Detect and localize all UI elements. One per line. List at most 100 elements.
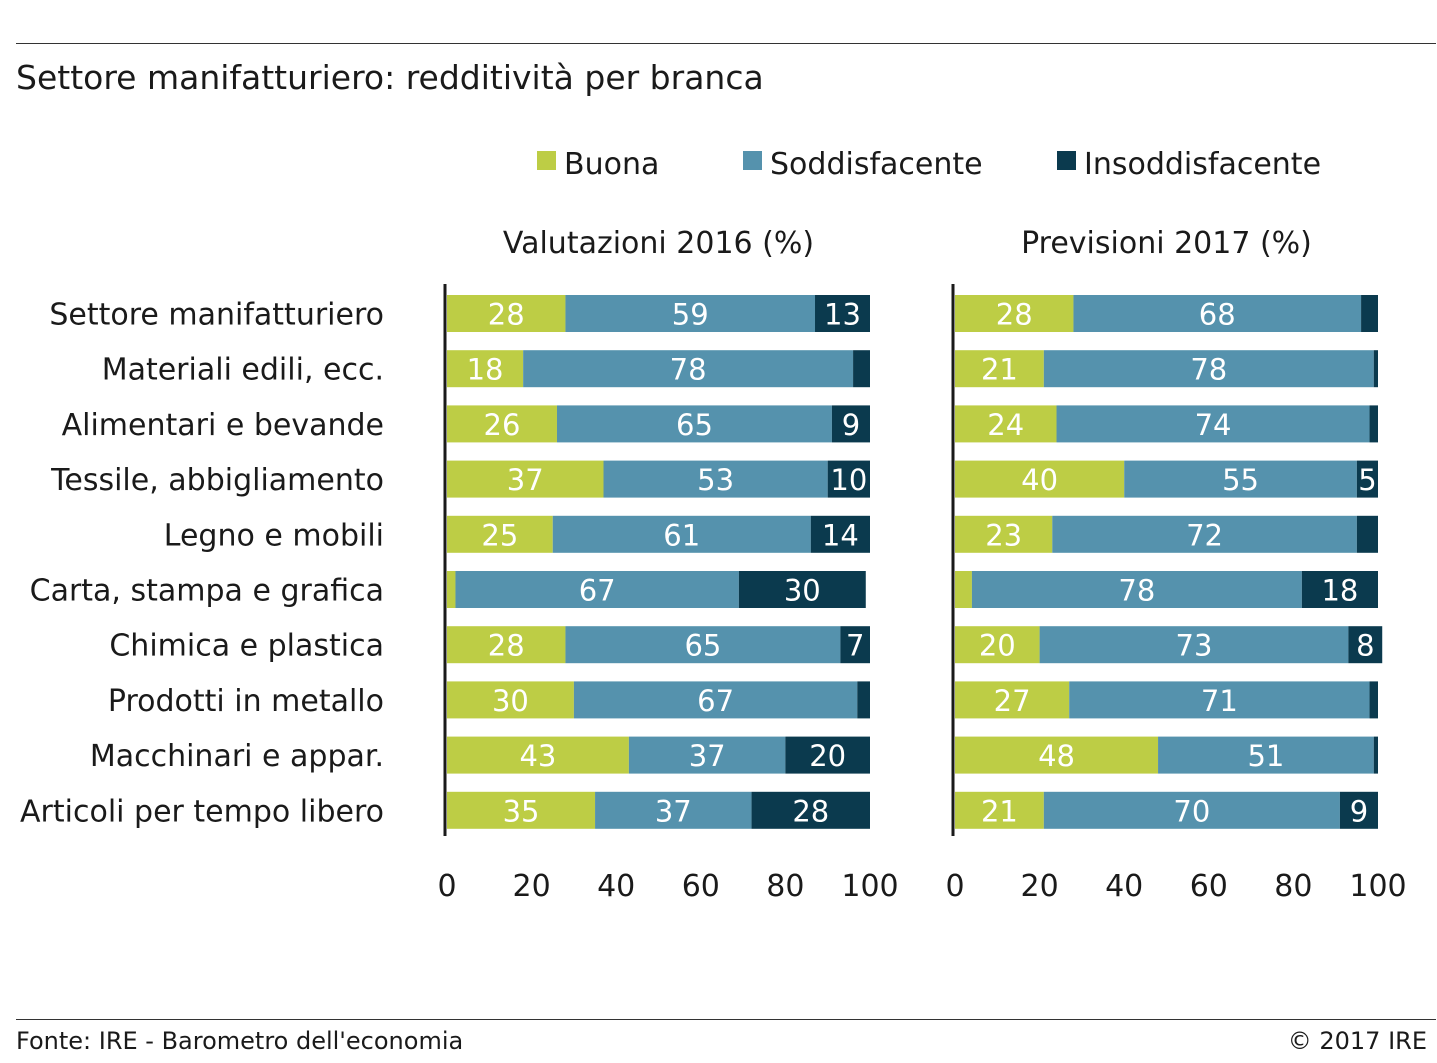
bar-value-label: 78: [1190, 353, 1227, 387]
bar-insoddisfacente-legno-e-mobili: [810, 515, 870, 553]
bar-insoddisfacente-materiali-edili-ecc: [853, 350, 870, 388]
bar-buona-macchinari-e-appar: [447, 736, 629, 774]
bar-value-label: 67: [579, 574, 616, 608]
bar-insoddisfacente-prodotti-in-metallo: [857, 681, 870, 719]
x-tick-label: 40: [1105, 869, 1143, 904]
bar-buona-prodotti-in-metallo: [447, 681, 574, 719]
bar-soddisfacente-tessile-abbigliamento: [603, 460, 828, 498]
bar-buona-settore-manifatturiero: [955, 295, 1074, 332]
category-label-macchinari-e-appar: Macchinari e appar.: [90, 739, 384, 774]
bar-value-label: 35: [503, 794, 540, 828]
bar-value-label: 23: [985, 518, 1022, 552]
bar-insoddisfacente-carta-stampa-e-grafica: [738, 571, 866, 608]
bar-soddisfacente-carta-stampa-e-grafica: [971, 571, 1302, 608]
legend-label-buona: Buona: [564, 147, 659, 182]
bar-value-label: 20: [809, 739, 846, 773]
legend: Buona Soddisfacente Insoddisfacente: [537, 147, 1321, 182]
bar-soddisfacente-legno-e-mobili: [1052, 515, 1357, 553]
x-tick-label: 20: [513, 869, 551, 904]
bar-value-label: 48: [1038, 739, 1075, 773]
bar-soddisfacente-chimica-e-plastica: [565, 626, 841, 664]
bar-value-label: 61: [663, 518, 700, 552]
bar-value-label: 78: [670, 353, 707, 387]
bar-value-label: 20: [979, 629, 1016, 663]
bar-soddisfacente-articoli-per-tempo-libero: [1043, 791, 1340, 829]
bar-insoddisfacente-macchinari-e-appar: [785, 736, 870, 774]
bar-insoddisfacente-materiali-edili-ecc: [1373, 350, 1378, 388]
bar-insoddisfacente-legno-e-mobili: [1356, 515, 1378, 553]
bar-value-label: 25: [481, 518, 518, 552]
category-label-articoli-per-tempo-libero: Articoli per tempo libero: [20, 794, 384, 829]
x-tick-label: 100: [841, 869, 898, 904]
bar-insoddisfacente-settore-manifatturiero: [815, 295, 870, 332]
bar-insoddisfacente-alimentari-e-bevande: [831, 405, 870, 443]
x-tick-label: 80: [766, 869, 804, 904]
bar-value-label: 10: [830, 463, 867, 497]
category-label-legno-e-mobili: Legno e mobili: [164, 518, 384, 553]
x-tick-label: 60: [682, 869, 720, 904]
legend-swatch-insoddisfacente: [1057, 151, 1076, 170]
bar-buona-carta-stampa-e-grafica: [955, 571, 972, 608]
bar-value-label: 21: [981, 794, 1018, 828]
bar-value-label: 7: [846, 629, 864, 663]
source-note: Fonte: IRE - Barometro dell'economia: [16, 1027, 464, 1055]
bar-value-label: 9: [1350, 794, 1368, 828]
bar-value-label: 27: [994, 684, 1031, 718]
category-label-alimentari-e-bevande: Alimentari e bevande: [62, 408, 384, 443]
category-label-prodotti-in-metallo: Prodotti in metallo: [108, 684, 384, 719]
bar-value-label: 28: [792, 794, 829, 828]
bar-buona-articoli-per-tempo-libero: [955, 791, 1044, 829]
bar-soddisfacente-legno-e-mobili: [552, 515, 811, 553]
bar-value-label: 74: [1195, 408, 1232, 442]
bar-value-label: 55: [1222, 463, 1259, 497]
bar-soddisfacente-alimentari-e-bevande: [556, 405, 832, 443]
bar-insoddisfacente-articoli-per-tempo-libero: [1339, 791, 1378, 829]
bar-buona-legno-e-mobili: [447, 515, 553, 553]
bar-soddisfacente-prodotti-in-metallo: [1069, 681, 1370, 719]
bar-value-label: 28: [996, 298, 1033, 332]
bar-buona-materiali-edili-ecc: [955, 350, 1044, 388]
bar-insoddisfacente-chimica-e-plastica: [1348, 626, 1383, 664]
bar-buona-legno-e-mobili: [955, 515, 1053, 553]
bar-value-label: 14: [822, 518, 859, 552]
chart-canvas: Buona Soddisfacente Insoddisfacente Settor…: [20, 147, 1407, 904]
top-rule: [16, 43, 1436, 44]
bar-buona-alimentari-e-bevande: [447, 405, 557, 443]
bar-buona-tessile-abbigliamento: [447, 460, 604, 498]
bar-value-label: 9: [842, 408, 860, 442]
x-tick-label: 40: [597, 869, 635, 904]
bar-value-label: 43: [519, 739, 556, 773]
bar-value-label: 28: [488, 298, 525, 332]
x-tick-label: 0: [437, 869, 456, 904]
bar-soddisfacente-carta-stampa-e-grafica: [455, 571, 739, 608]
legend-label-insoddisfacente: Insoddisfacente: [1084, 147, 1321, 182]
bar-value-label: 37: [689, 739, 726, 773]
bar-buona-alimentari-e-bevande: [955, 405, 1057, 443]
bar-value-label: 70: [1173, 794, 1210, 828]
bar-value-label: 13: [824, 298, 861, 332]
category-labels: Settore manifatturiero Materiali edili, e…: [20, 298, 384, 830]
bar-value-label: 65: [684, 629, 721, 663]
bar-value-label: 53: [697, 463, 734, 497]
panel-title: Valutazioni 2016 (%): [503, 226, 814, 261]
bar-value-label: 73: [1176, 629, 1213, 663]
category-label-carta-stampa-e-grafica: Carta, stampa e grafica: [30, 574, 384, 609]
category-label-materiali-edili-ecc: Materiali edili, ecc.: [102, 353, 384, 388]
bar-insoddisfacente-carta-stampa-e-grafica: [1301, 571, 1378, 608]
bar-value-label: 28: [488, 629, 525, 663]
bar-value-label: 78: [1118, 574, 1155, 608]
bar-value-label: 68: [1199, 298, 1236, 332]
bar-value-label: 30: [784, 574, 821, 608]
bar-soddisfacente-alimentari-e-bevande: [1056, 405, 1370, 443]
bar-value-label: 8: [1356, 629, 1374, 663]
bar-buona-chimica-e-plastica: [955, 626, 1040, 664]
bar-buona-prodotti-in-metallo: [955, 681, 1070, 719]
legend-swatch-soddisfacente: [743, 151, 762, 170]
bottom-rule: [16, 1019, 1436, 1020]
bar-buona-carta-stampa-e-grafica: [447, 571, 456, 608]
bar-soddisfacente-prodotti-in-metallo: [573, 681, 858, 719]
bar-value-label: 37: [655, 794, 692, 828]
bar-insoddisfacente-macchinari-e-appar: [1373, 736, 1378, 774]
category-label-tessile-abbigliamento: Tessile, abbigliamento: [50, 463, 384, 498]
